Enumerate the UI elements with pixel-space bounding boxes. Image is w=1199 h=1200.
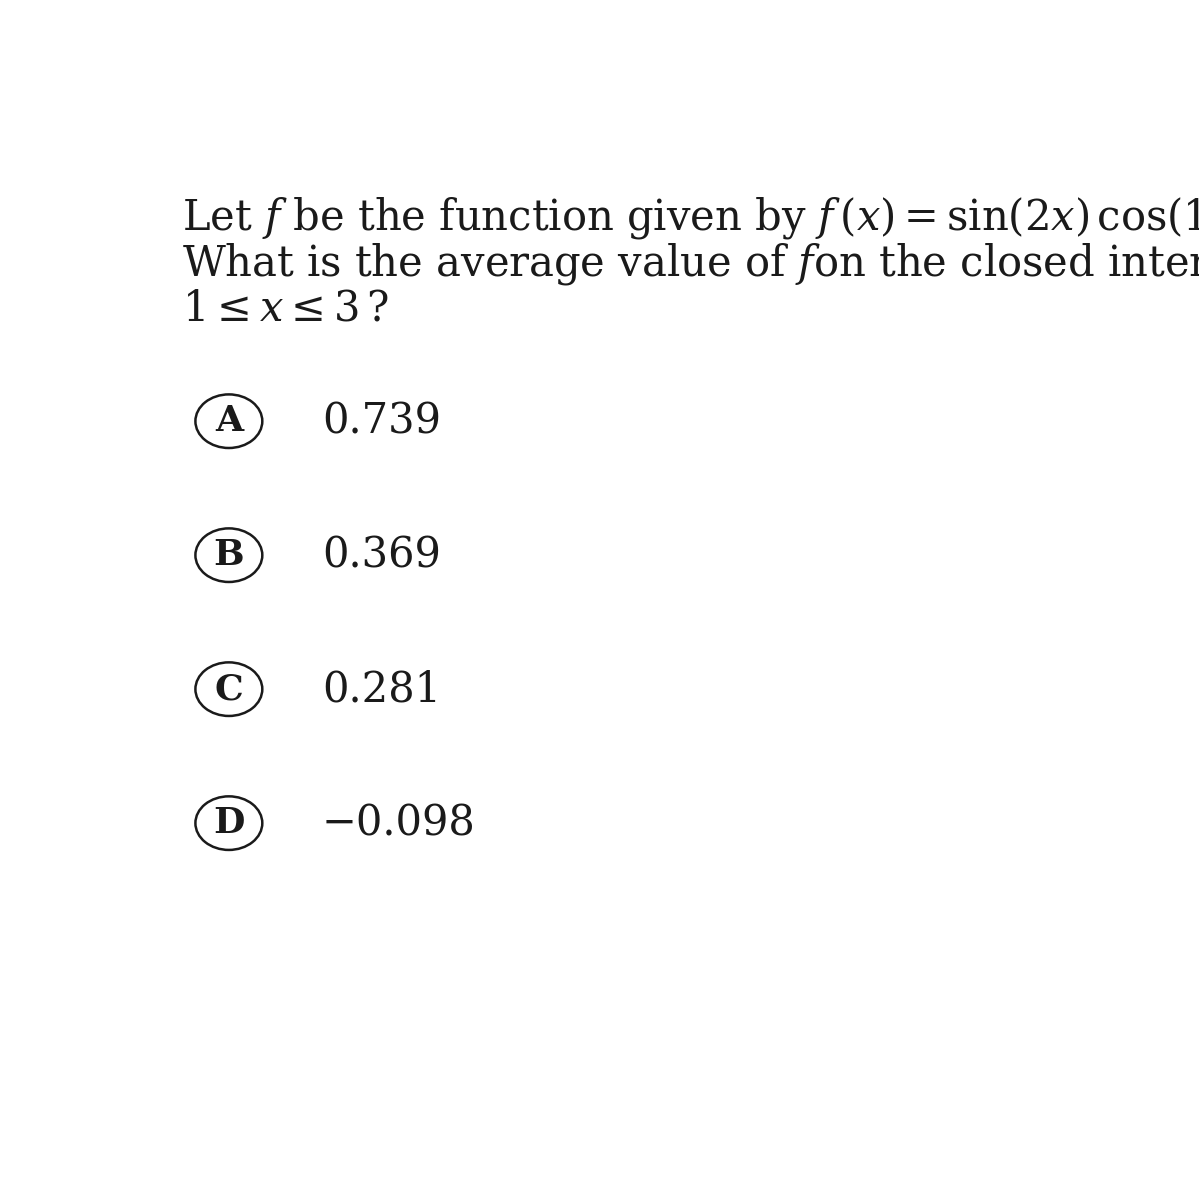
Text: 0.281: 0.281: [321, 668, 441, 710]
Text: 0.739: 0.739: [321, 401, 441, 443]
Text: −0.098: −0.098: [321, 802, 476, 844]
Text: $1 \leq x \leq 3\,$?: $1 \leq x \leq 3\,$?: [182, 287, 390, 329]
Text: A: A: [215, 404, 243, 438]
Text: B: B: [213, 538, 245, 572]
Text: Let $f$ be the function given by $f\,(x) = \sin(2x)\,\cos(1+x).$: Let $f$ be the function given by $f\,(x)…: [182, 194, 1199, 241]
Text: 0.369: 0.369: [321, 534, 441, 576]
Text: What is the average value of $f$on the closed interval: What is the average value of $f$on the c…: [182, 241, 1199, 287]
Text: C: C: [215, 672, 243, 706]
Text: D: D: [213, 806, 245, 840]
